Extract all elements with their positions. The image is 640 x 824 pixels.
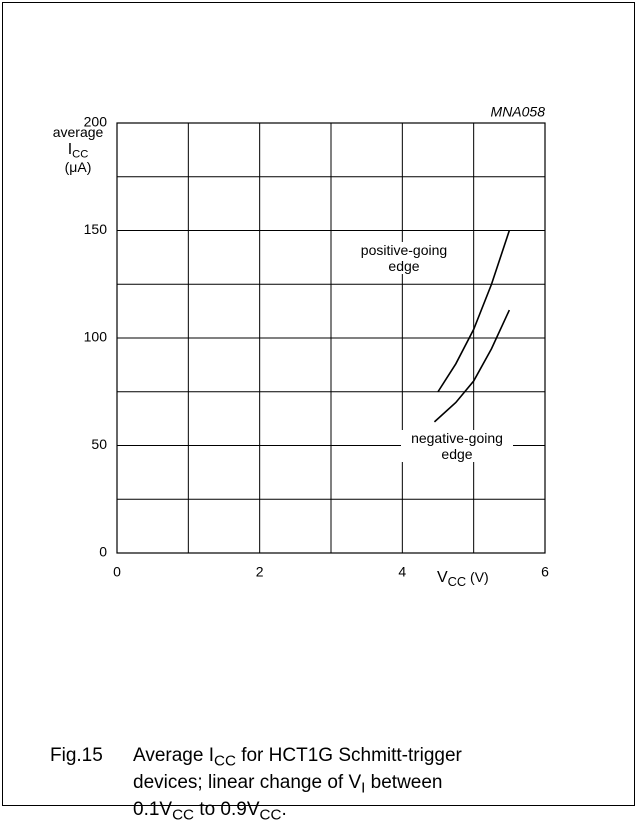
caption-part: for HCT1G Schmitt-trigger devices; linea… bbox=[133, 745, 462, 793]
y-label-line: average bbox=[28, 124, 128, 140]
series-label: negative-going edge bbox=[401, 430, 513, 462]
caption-label: Fig.15 bbox=[50, 745, 103, 766]
y-tick-label: 150 bbox=[84, 221, 108, 237]
caption-sub: CC bbox=[172, 806, 195, 824]
caption-text: Average ICC for HCT1G Schmitt-trigger de… bbox=[133, 742, 483, 823]
y-axis-label: average ICC (μA) bbox=[28, 124, 128, 176]
figure-code: MNA058 bbox=[491, 104, 546, 120]
x-tick-label: 4 bbox=[398, 564, 406, 580]
y-label-line: ICC bbox=[28, 141, 128, 161]
x-axis-label: VCC (V) bbox=[437, 569, 489, 589]
y-label-text: I bbox=[67, 141, 73, 158]
caption-sub: CC bbox=[213, 752, 236, 770]
caption-sub: CC bbox=[259, 806, 282, 824]
x-label-unit: (V) bbox=[466, 569, 489, 585]
caption-sub: I bbox=[361, 779, 366, 797]
x-tick-label: 0 bbox=[113, 564, 121, 580]
caption-part: Average I bbox=[133, 745, 214, 766]
x-label-text: V bbox=[437, 569, 448, 586]
x-label-sub: CC bbox=[447, 573, 467, 589]
y-tick-label: 50 bbox=[91, 436, 107, 452]
x-tick-label: 6 bbox=[541, 564, 549, 580]
series-line bbox=[437, 230, 511, 393]
series-label: positive-going edge bbox=[352, 242, 456, 274]
x-tick-label: 2 bbox=[256, 564, 264, 580]
series-line bbox=[433, 309, 511, 423]
y-label-line: (μA) bbox=[28, 159, 128, 175]
y-tick-label: 0 bbox=[99, 544, 107, 560]
y-tick-label: 100 bbox=[84, 329, 108, 345]
y-label-text: average bbox=[52, 124, 104, 140]
y-label-text: (μA) bbox=[64, 159, 92, 175]
y-tick-label: 200 bbox=[84, 114, 108, 130]
frame bbox=[2, 2, 635, 806]
caption: Fig.15 Average ICC for HCT1G Schmitt-trig… bbox=[50, 742, 610, 823]
plot-frame bbox=[116, 122, 546, 554]
y-label-sub: CC bbox=[72, 148, 89, 161]
